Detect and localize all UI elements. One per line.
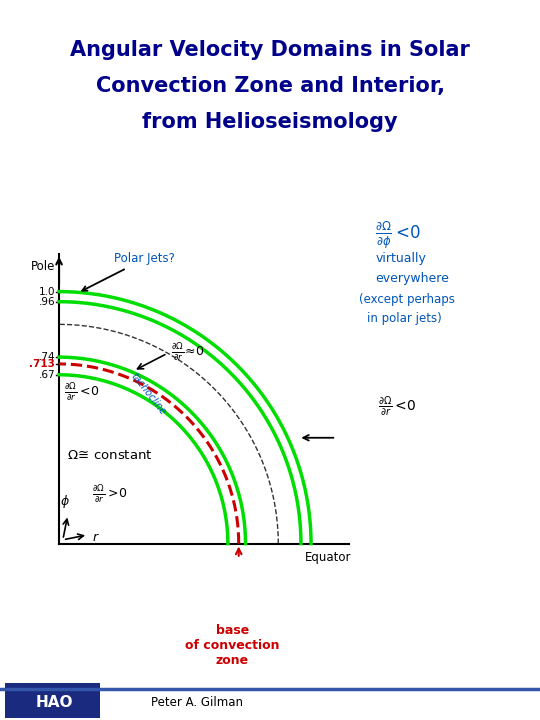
Text: $\phi$: $\phi$: [59, 492, 70, 510]
Text: everywhere: everywhere: [375, 272, 449, 285]
Text: .96: .96: [39, 297, 55, 307]
Text: .74: .74: [39, 352, 55, 362]
Text: Convection Zone and Interior,: Convection Zone and Interior,: [96, 76, 444, 96]
Text: $\frac{\partial\Omega}{\partial\phi}$$<\!0$: $\frac{\partial\Omega}{\partial\phi}$$<\…: [375, 220, 421, 251]
Text: virtually: virtually: [375, 252, 426, 265]
Text: 1.0: 1.0: [39, 287, 55, 297]
Text: Angular Velocity Domains in Solar: Angular Velocity Domains in Solar: [70, 40, 470, 60]
Text: zone: zone: [215, 654, 249, 667]
Text: tachocline: tachocline: [129, 371, 168, 417]
Text: base: base: [215, 624, 249, 637]
Text: $\frac{\partial\Omega}{\partial r}$$<\!0$: $\frac{\partial\Omega}{\partial r}$$<\!0…: [378, 395, 417, 419]
Text: Equator: Equator: [305, 552, 352, 564]
Text: .713: .713: [29, 359, 55, 369]
Text: Polar Jets?: Polar Jets?: [82, 252, 176, 291]
Text: $\frac{\partial\Omega}{\partial r}$$>\!0$: $\frac{\partial\Omega}{\partial r}$$>\!0…: [92, 484, 127, 505]
Text: of convection: of convection: [185, 639, 280, 652]
Text: $r$: $r$: [92, 531, 99, 544]
Text: in polar jets): in polar jets): [367, 312, 442, 325]
Text: $\frac{\partial\Omega}{\partial r}$$\!\approx\!0$: $\frac{\partial\Omega}{\partial r}$$\!\a…: [171, 341, 204, 363]
Text: $\Omega\!\cong\!$ constant: $\Omega\!\cong\!$ constant: [66, 449, 152, 462]
Text: (except perhaps: (except perhaps: [359, 293, 455, 306]
Text: $\frac{\partial\Omega}{\partial r}$$<\!0$: $\frac{\partial\Omega}{\partial r}$$<\!0…: [64, 382, 99, 403]
Text: Pole: Pole: [30, 260, 55, 273]
Text: HAO: HAO: [35, 695, 73, 710]
Text: from Helioseismology: from Helioseismology: [142, 112, 398, 132]
Text: .67: .67: [39, 370, 55, 379]
Text: Peter A. Gilman: Peter A. Gilman: [151, 696, 243, 708]
FancyBboxPatch shape: [5, 683, 100, 718]
